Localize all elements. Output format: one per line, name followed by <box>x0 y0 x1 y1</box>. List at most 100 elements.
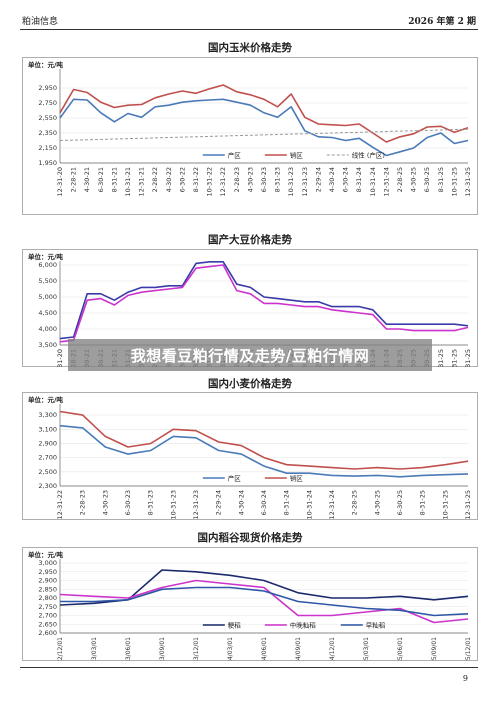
x-tick-label: 4-30-24 <box>328 167 336 192</box>
x-tick-label: 24/09/01 <box>295 637 302 661</box>
chart-corn-svg: 单位：元/吨2,9502,7502,5502,3502,1501,95012-3… <box>22 57 478 215</box>
y-tick-label: 2,600 <box>38 629 57 637</box>
x-tick-label: 8-31-25 <box>437 349 445 367</box>
x-tick-label: 2-28-22 <box>151 167 159 192</box>
page-header-left: 粕油信息 <box>22 17 59 27</box>
x-tick-label: 2-29-24 <box>314 167 322 192</box>
y-tick-label: 3,100 <box>38 425 57 433</box>
y-tick-label: 2,650 <box>38 620 57 628</box>
overlay-banner: 我想看豆粕行情及走势/豆粕行情网 <box>68 339 432 371</box>
x-tick-label: 24/03/01 <box>227 637 234 661</box>
y-tick-label: 2,750 <box>38 99 57 107</box>
y-tick-label: 2,900 <box>38 577 57 585</box>
x-tick-label: 12-31-24 <box>382 167 390 197</box>
x-tick-label: 8-31-23 <box>147 490 155 515</box>
series-line-1 <box>59 579 469 624</box>
y-tick-label: 3,300 <box>38 411 57 419</box>
chart-title-soybean: 国产大豆价格走势 <box>208 234 292 246</box>
chart-unit-label: 单位：元/吨 <box>28 550 63 559</box>
y-tick-label: 2,150 <box>38 144 57 152</box>
x-tick-label: 12-31-20 <box>56 349 64 367</box>
x-tick-label: 4-30-23 <box>101 490 109 515</box>
chart-title-rice: 国内稻谷现货价格走势 <box>197 532 303 544</box>
chart-corn: 单位：元/吨 2,950 2,750 2,550 2,350 2,150 1,950 12-3… <box>22 57 478 215</box>
chart-wheat: 单位：元/吨 3,300 3,100 2,900 2,700 2,500 2,300 12-3… <box>22 392 478 520</box>
legend-label: 销区 <box>290 151 304 160</box>
y-tick-label: 2,300 <box>38 482 57 490</box>
x-tick-label: 23/06/01 <box>125 637 132 661</box>
x-tick-label: 8-31-21 <box>110 167 118 192</box>
y-tick-label: 4,500 <box>38 309 57 317</box>
x-tick-label: 12-31-21 <box>138 167 146 197</box>
x-tick-label: 25/12/01 <box>465 637 472 661</box>
y-tick-label: 3,500 <box>38 341 57 349</box>
series-line-0 <box>59 98 469 157</box>
x-tick-label: 2-29-24 <box>215 490 223 515</box>
legend-label: 产区 <box>228 474 242 483</box>
chart-frame <box>22 547 478 661</box>
x-tick-label: 12-31-25 <box>464 490 472 520</box>
y-tick-label: 3,000 <box>38 559 57 567</box>
x-tick-label: 6-30-24 <box>342 167 350 192</box>
x-tick-label: 4-30-21 <box>83 167 91 192</box>
y-tick-label: 2,700 <box>38 612 57 620</box>
x-tick-label: 4-30-23 <box>246 167 254 192</box>
chart-unit-label: 单位：元/吨 <box>28 60 63 69</box>
series-line-1 <box>59 410 469 470</box>
y-tick-label: 5,500 <box>38 277 57 285</box>
x-tick-label: 10-31-24 <box>369 167 377 197</box>
y-tick-label: 2,550 <box>38 114 57 122</box>
x-tick-label: 12-31-20 <box>56 167 64 197</box>
x-tick-label: 10-31-23 <box>169 490 177 520</box>
x-tick-label: 6-30-24 <box>260 490 268 515</box>
series-line-0 <box>59 261 469 340</box>
x-tick-label: 12-31-22 <box>56 490 64 520</box>
x-tick-label: 10-31-24 <box>305 490 313 520</box>
x-tick-label: 2-28-23 <box>79 490 87 515</box>
x-tick-label: 10-31-21 <box>124 167 132 197</box>
x-tick-label: 6-30-22 <box>178 167 186 192</box>
x-tick-label: 24/06/01 <box>261 637 268 661</box>
chart-title-corn: 国内玉米价格走势 <box>208 42 292 54</box>
chart-unit-label: 单位：元/吨 <box>28 252 63 261</box>
y-tick-label: 5,000 <box>38 293 57 301</box>
y-tick-label: 1,950 <box>38 159 57 167</box>
x-tick-label: 4-30-22 <box>165 167 173 192</box>
y-tick-label: 2,700 <box>38 454 57 462</box>
x-tick-label: 23/12/01 <box>193 637 200 661</box>
y-tick-label: 2,900 <box>38 439 57 447</box>
x-tick-label: 12-31-24 <box>328 490 336 520</box>
overlay-banner-text: 我想看豆粕行情及走势/豆粕行情网 <box>130 346 370 365</box>
x-tick-label: 8-31-24 <box>355 167 363 192</box>
x-tick-label: 6-30-23 <box>260 167 268 192</box>
x-tick-label: 2-28-21 <box>70 167 78 192</box>
chart-unit-label: 单位：元/吨 <box>28 395 63 404</box>
x-tick-label: 2-28-23 <box>233 167 241 192</box>
y-tick-label: 2,350 <box>38 129 57 137</box>
x-tick-label: 8-31-25 <box>437 167 445 192</box>
x-tick-label: 6-30-25 <box>423 167 431 192</box>
footer-rule <box>20 667 478 668</box>
x-tick-label: 12-31-23 <box>301 167 309 197</box>
chart-title-wheat: 国内小麦价格走势 <box>208 378 292 390</box>
x-tick-label: 6-30-21 <box>97 167 105 192</box>
legend-label: 线性 (产区) <box>352 151 385 160</box>
legend-label: 产区 <box>228 151 242 160</box>
x-tick-label: 4-30-24 <box>237 490 245 515</box>
legend-label: 粳稻 <box>228 621 242 630</box>
y-tick-label: 2,750 <box>38 603 57 611</box>
page-header-right: 2026 年第 2 期 <box>408 17 476 27</box>
x-tick-label: 23/03/01 <box>91 637 98 661</box>
header-rule <box>20 29 478 30</box>
x-tick-label: 12-31-23 <box>192 490 200 520</box>
chart-wheat-svg: 单位：元/吨3,3003,1002,9002,7002,5002,30012-3… <box>22 392 478 520</box>
x-tick-label: 6-30-25 <box>396 490 404 515</box>
y-tick-label: 6,000 <box>38 261 57 269</box>
x-tick-label: 8-31-22 <box>192 167 200 192</box>
y-tick-label: 4,000 <box>38 325 57 333</box>
y-tick-label: 2,850 <box>38 585 57 593</box>
x-tick-label: 10-31-25 <box>441 490 449 520</box>
x-tick-label: 24/12/01 <box>329 637 336 661</box>
series-line-0 <box>59 424 469 478</box>
chart-rice: 单位：元/吨 3,000 2,950 2,900 2,850 2,800 2,750 2,70… <box>22 547 478 661</box>
